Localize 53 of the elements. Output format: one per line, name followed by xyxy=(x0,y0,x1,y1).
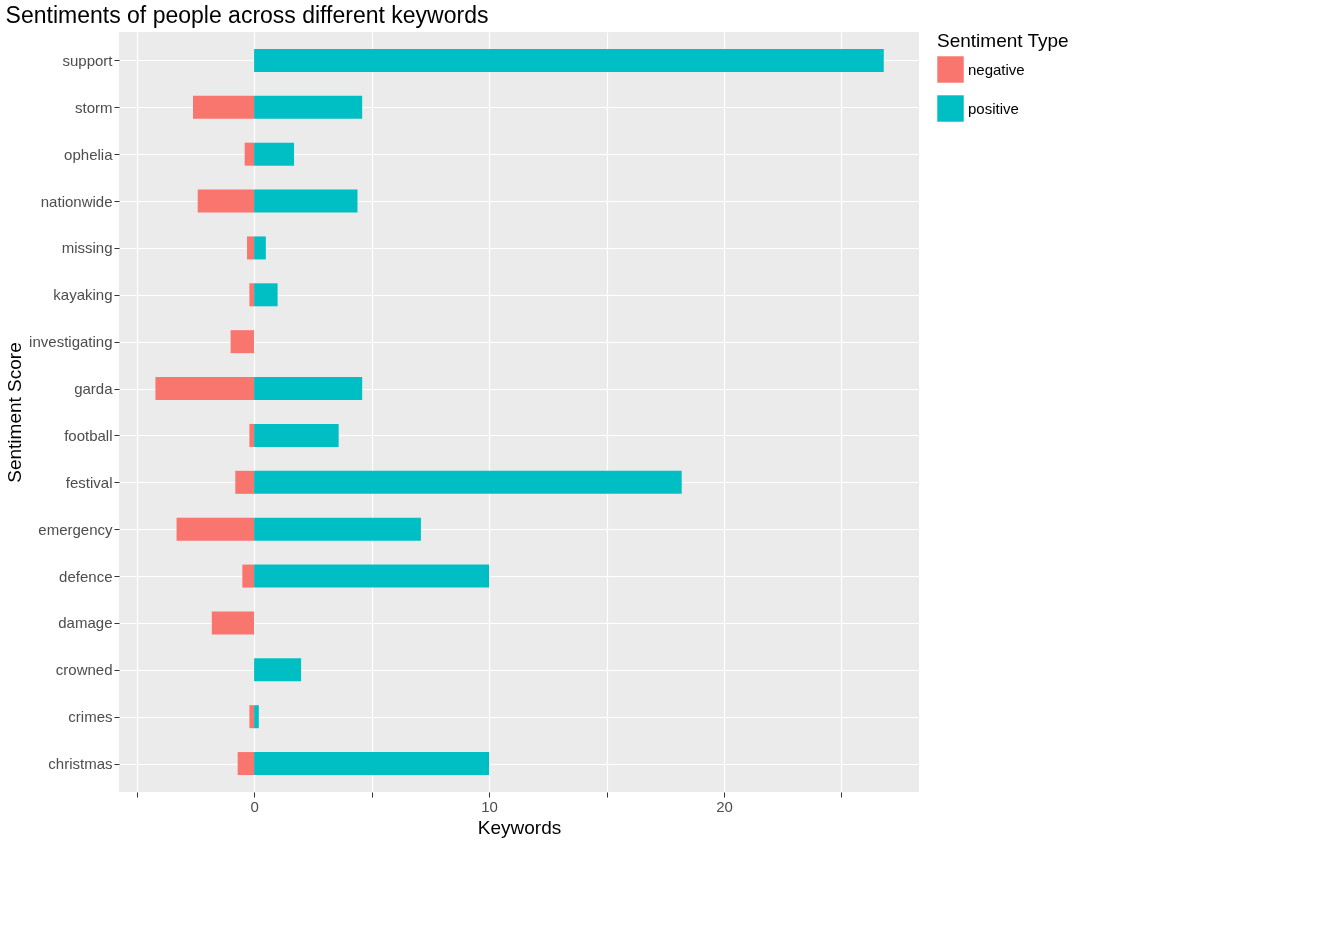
bar xyxy=(254,142,295,166)
bar xyxy=(254,377,363,401)
bar xyxy=(155,377,255,401)
chart-title: Sentiments of people across different keywords xyxy=(5,2,489,28)
bar xyxy=(254,283,278,307)
y-tick-label: kayaking xyxy=(53,286,113,304)
x-tick-label: 20 xyxy=(716,797,733,815)
legend-label: positive xyxy=(968,99,1019,117)
legend-label: negative xyxy=(968,60,1025,78)
bar xyxy=(254,423,339,447)
y-tick-label: defence xyxy=(59,567,113,585)
bar xyxy=(254,752,490,776)
bar xyxy=(249,283,255,307)
y-tick-label: garda xyxy=(74,380,114,398)
x-tick-label: 10 xyxy=(481,797,498,815)
bar xyxy=(254,564,490,588)
y-tick-label: crimes xyxy=(68,708,113,726)
bar xyxy=(254,470,682,494)
y-tick-label: support xyxy=(62,51,114,69)
bar xyxy=(254,236,266,260)
y-axis-title: Sentiment Score xyxy=(4,342,26,483)
y-tick-label: christmas xyxy=(48,755,113,773)
bar xyxy=(254,95,363,119)
bar xyxy=(242,564,255,588)
bar xyxy=(237,752,255,776)
bar xyxy=(244,142,255,166)
y-tick-label: investigating xyxy=(29,333,113,351)
bar xyxy=(254,517,421,541)
bar xyxy=(254,48,884,72)
bar xyxy=(193,95,255,119)
bar xyxy=(249,705,255,729)
y-tick-label: emergency xyxy=(38,520,113,538)
x-axis-title: Keywords xyxy=(477,816,562,838)
legend-title: Sentiment Type xyxy=(937,30,1069,51)
bar xyxy=(197,189,255,213)
bar xyxy=(176,517,255,541)
bar xyxy=(211,611,255,635)
y-tick-label: missing xyxy=(61,239,113,257)
y-tick-label: football xyxy=(64,426,113,444)
y-tick-label: nationwide xyxy=(40,192,113,210)
bar xyxy=(254,189,358,213)
bar xyxy=(249,423,255,447)
bar xyxy=(254,705,259,729)
y-tick-label: festival xyxy=(65,473,113,491)
y-tick-label: crowned xyxy=(55,661,113,679)
bar xyxy=(230,330,255,354)
y-tick-label: ophelia xyxy=(64,145,114,163)
bar xyxy=(254,658,302,682)
y-tick-label: damage xyxy=(58,614,113,632)
bar xyxy=(235,470,255,494)
bar xyxy=(247,236,255,260)
x-tick-label: 0 xyxy=(250,797,259,815)
y-tick-label: storm xyxy=(75,98,113,116)
